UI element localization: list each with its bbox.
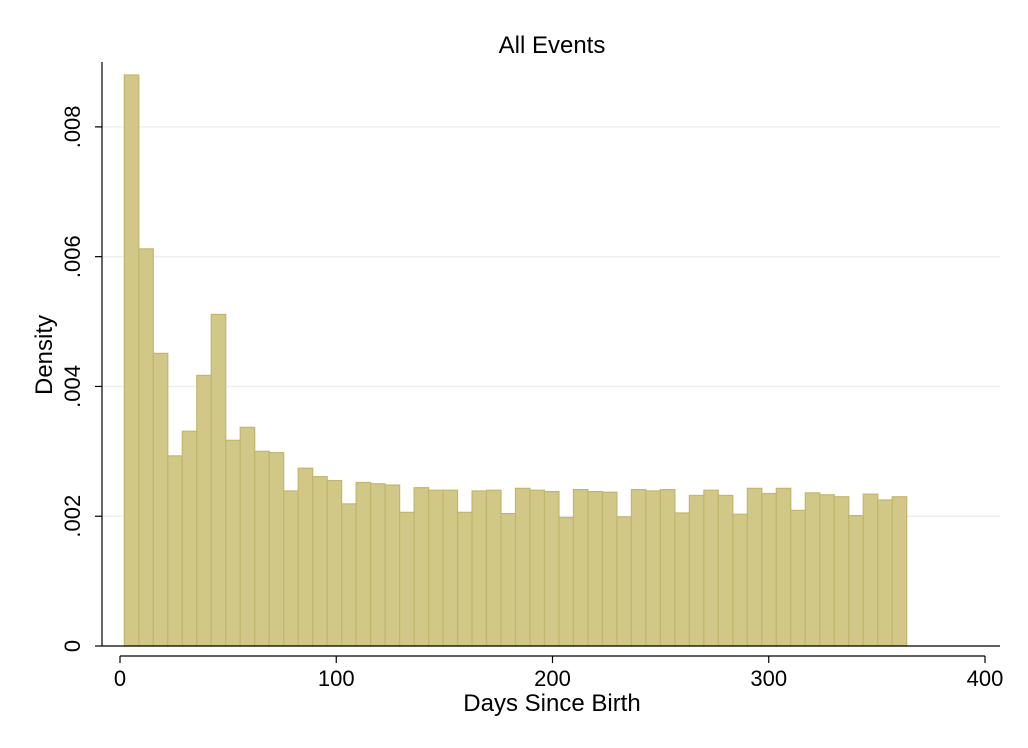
histogram-bar (442, 489, 459, 647)
histogram-bar (210, 313, 227, 647)
histogram-bar (616, 516, 633, 647)
histogram-bar (558, 516, 575, 647)
histogram-bar (862, 493, 879, 647)
x-tick-label: 300 (750, 666, 787, 691)
histogram-bar (717, 494, 734, 647)
histogram-bar (384, 484, 401, 647)
histogram-bar (370, 483, 386, 647)
histogram-bar (283, 490, 299, 647)
histogram-bar (138, 248, 154, 647)
histogram-bar (123, 74, 140, 647)
histogram-bar (804, 492, 821, 647)
y-axis-title: Density (31, 315, 58, 395)
histogram-bar (399, 511, 415, 647)
x-tick-label: 200 (534, 666, 571, 691)
x-axis-title: Days Since Birth (463, 690, 640, 717)
y-tick-label: .004 (60, 365, 85, 408)
histogram-bar (833, 496, 850, 647)
x-tick-label: 100 (318, 666, 355, 691)
histogram-bar (427, 489, 444, 647)
histogram-bar (413, 487, 430, 647)
histogram-bar (225, 439, 241, 647)
histogram-bar (341, 503, 357, 647)
histogram-bar (514, 487, 531, 647)
bars (123, 74, 908, 647)
y-tick-label: .008 (60, 105, 85, 148)
histogram-bar (456, 511, 473, 647)
histogram-bar (746, 487, 763, 647)
histogram-bar (761, 492, 777, 647)
histogram-bar (529, 489, 546, 647)
histogram-bar (500, 513, 517, 647)
tick-labels: 0 .002 .004 .006 .008 0 100 200 300 400 (60, 105, 1003, 691)
histogram-bar (268, 452, 285, 647)
histogram-bar (775, 487, 792, 647)
histogram-bar (167, 455, 183, 647)
histogram-bar (152, 352, 169, 647)
histogram-bar (312, 476, 328, 647)
histogram-bar (196, 374, 212, 647)
histogram-bar (587, 490, 604, 647)
x-tick-label: 400 (967, 666, 1004, 691)
histogram-bar (819, 494, 835, 647)
histogram-bar (181, 430, 198, 647)
histogram-bar (471, 490, 488, 647)
histogram-bar (674, 512, 690, 647)
y-tick-label: 0 (60, 640, 85, 652)
histogram-bar (485, 489, 502, 647)
histogram-bar (543, 490, 560, 647)
histogram-bar (891, 496, 908, 647)
histogram-bar (848, 514, 864, 647)
y-tick-label: .006 (60, 235, 85, 278)
histogram-bar (659, 489, 676, 647)
histogram-bar (355, 481, 372, 647)
histogram-bar (630, 489, 647, 647)
x-tick-label: 0 (114, 666, 126, 691)
histogram-bar (239, 426, 256, 647)
histogram-bar (254, 450, 270, 647)
y-tick-label: .002 (60, 495, 85, 538)
histogram-bar (297, 467, 314, 647)
histogram-bar (688, 494, 705, 647)
chart-title: All Events (499, 32, 606, 59)
histogram-bar (732, 513, 748, 647)
histogram-bar (877, 499, 893, 647)
histogram-bar (703, 489, 719, 647)
histogram-bar (326, 479, 343, 647)
histogram-bar (790, 509, 806, 647)
histogram-bar (645, 490, 662, 647)
histogram-bar (572, 489, 589, 647)
histogram-bar (601, 491, 618, 647)
